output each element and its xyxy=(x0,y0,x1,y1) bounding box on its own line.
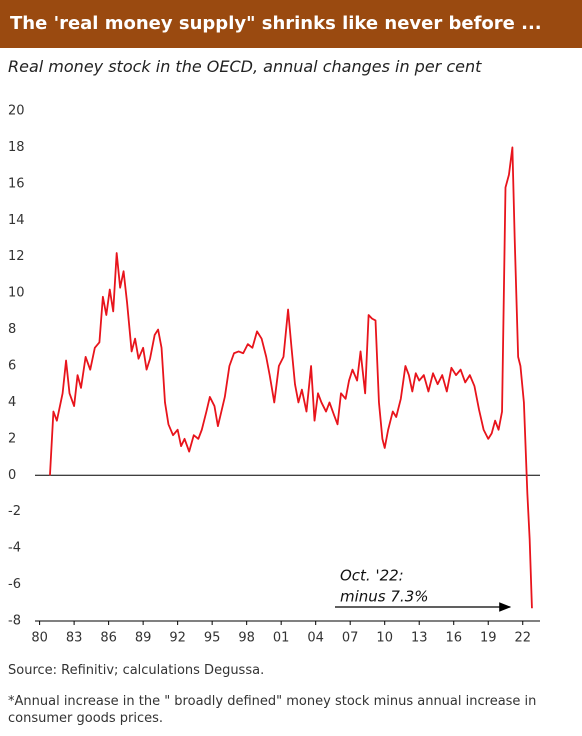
y-tick-label: 8 xyxy=(8,322,16,337)
y-tick-label: -2 xyxy=(8,504,21,519)
y-tick-label: -4 xyxy=(8,541,21,556)
x-tick-label: 95 xyxy=(204,631,221,646)
chart-subtitle: Real money stock in the OECD, annual cha… xyxy=(8,57,482,76)
x-tick-label: 10 xyxy=(376,631,393,646)
x-tick-label: 86 xyxy=(100,631,117,646)
annotation: Oct. '22: xyxy=(340,567,404,585)
data-line xyxy=(49,146,533,609)
y-tick-label: 16 xyxy=(8,176,25,191)
x-tick-label: 13 xyxy=(411,631,428,646)
y-tick-label: -8 xyxy=(8,614,21,629)
x-tick-label: 83 xyxy=(66,631,83,646)
y-tick-label: 2 xyxy=(8,431,16,446)
x-tick-label: 92 xyxy=(169,631,186,646)
y-tick-label: 10 xyxy=(8,286,25,301)
x-tick-label: 16 xyxy=(445,631,462,646)
x-tick-label: 22 xyxy=(514,631,531,646)
x-tick-label: 80 xyxy=(31,631,48,646)
y-tick-label: 12 xyxy=(8,249,25,264)
x-tick-label: 89 xyxy=(135,631,152,646)
y-tick-label: 6 xyxy=(8,359,16,374)
x-tick-label: 07 xyxy=(342,631,359,646)
x-tick-label: 19 xyxy=(480,631,497,646)
y-tick-label: 14 xyxy=(8,213,25,228)
chart-title: The 'real money supply" shrinks like nev… xyxy=(0,0,582,48)
annotation: minus 7.3% xyxy=(340,588,428,606)
source-note: Source: Refinitiv; calculations Degussa. xyxy=(8,663,265,678)
y-tick-label: -6 xyxy=(8,577,21,592)
y-tick-label: 0 xyxy=(8,468,16,483)
x-tick-label: 98 xyxy=(238,631,255,646)
x-tick-label: 04 xyxy=(307,631,324,646)
footnote: *Annual increase in the " broadly define… xyxy=(8,694,537,726)
chart: Oct. '22: minus 7.3% -8 -6 -4 -2 0 2 4 6 8 10 12 14… xyxy=(8,104,540,646)
y-tick-label: 20 xyxy=(8,104,25,119)
y-tick-label: 4 xyxy=(8,395,16,410)
x-tick-label: 01 xyxy=(273,631,290,646)
y-tick-label: 18 xyxy=(8,140,25,155)
